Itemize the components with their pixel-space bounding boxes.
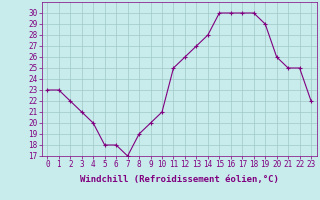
X-axis label: Windchill (Refroidissement éolien,°C): Windchill (Refroidissement éolien,°C) [80, 175, 279, 184]
